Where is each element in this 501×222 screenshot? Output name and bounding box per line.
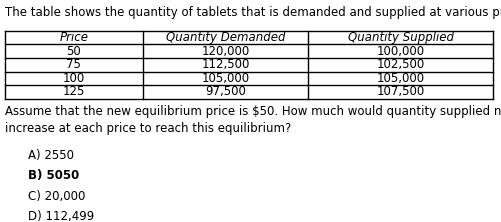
Text: 75: 75 xyxy=(67,58,81,71)
Text: A) 2550: A) 2550 xyxy=(28,149,74,162)
Text: C) 20,000: C) 20,000 xyxy=(28,190,85,203)
Text: Price: Price xyxy=(60,31,88,44)
Text: 112,500: 112,500 xyxy=(201,58,249,71)
Text: 102,500: 102,500 xyxy=(377,58,425,71)
Text: Assume that the new equilibrium price is $50. How much would quantity supplied n: Assume that the new equilibrium price is… xyxy=(5,105,501,135)
Text: Quantity Demanded: Quantity Demanded xyxy=(166,31,285,44)
Text: 120,000: 120,000 xyxy=(201,45,249,57)
Text: D) 112,499: D) 112,499 xyxy=(28,210,94,222)
Text: Quantity Supplied: Quantity Supplied xyxy=(348,31,454,44)
Text: 100: 100 xyxy=(63,72,85,85)
Text: 107,500: 107,500 xyxy=(377,85,425,99)
Text: B) 5050: B) 5050 xyxy=(28,169,79,182)
Text: The table shows the quantity of tablets that is demanded and supplied at various: The table shows the quantity of tablets … xyxy=(5,6,501,19)
Text: 97,500: 97,500 xyxy=(205,85,246,99)
Text: 100,000: 100,000 xyxy=(377,45,425,57)
Text: 105,000: 105,000 xyxy=(377,72,425,85)
Text: 105,000: 105,000 xyxy=(201,72,249,85)
Text: 125: 125 xyxy=(63,85,85,99)
Text: 50: 50 xyxy=(67,45,81,57)
